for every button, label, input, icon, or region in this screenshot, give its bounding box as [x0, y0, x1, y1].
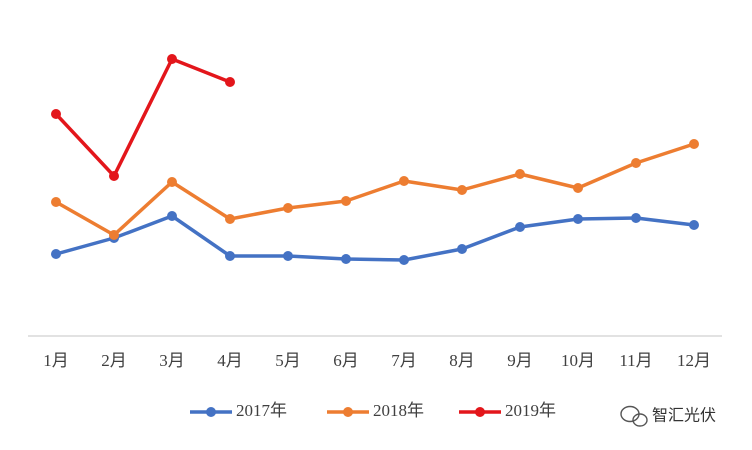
data-point: [515, 169, 525, 179]
legend-label: 2018年: [373, 401, 424, 420]
data-point: [457, 244, 467, 254]
x-tick-label: 12月: [677, 351, 711, 370]
data-point: [109, 230, 119, 240]
legend-marker: [475, 407, 485, 417]
x-tick-label: 5月: [275, 351, 301, 370]
data-point: [225, 251, 235, 261]
data-point: [51, 197, 61, 207]
data-point: [283, 203, 293, 213]
legend-label: 2017年: [236, 401, 287, 420]
data-point: [573, 183, 583, 193]
data-point: [573, 214, 583, 224]
legend-label: 2019年: [505, 401, 556, 420]
watermark-icon: [620, 405, 648, 427]
x-tick-label: 4月: [217, 351, 243, 370]
data-point: [689, 220, 699, 230]
legend-marker: [343, 407, 353, 417]
data-point: [51, 249, 61, 259]
data-point: [225, 214, 235, 224]
data-point: [399, 255, 409, 265]
data-point: [283, 251, 293, 261]
series-line: [54, 57, 231, 178]
data-point: [515, 222, 525, 232]
data-point: [399, 176, 409, 186]
data-point: [167, 177, 177, 187]
series-line: [55, 142, 695, 237]
data-point: [631, 158, 641, 168]
data-point: [167, 211, 177, 221]
data-point: [341, 254, 351, 264]
x-tick-label: 9月: [507, 351, 533, 370]
watermark: 智汇光伏: [652, 406, 716, 425]
x-tick-label: 3月: [159, 351, 185, 370]
x-tick-label: 2月: [101, 351, 127, 370]
data-point: [109, 171, 119, 181]
series-line: [55, 214, 695, 262]
x-tick-label: 1月: [43, 351, 69, 370]
data-point: [341, 196, 351, 206]
data-point: [631, 213, 641, 223]
x-tick-label: 10月: [561, 351, 595, 370]
data-point: [225, 77, 235, 87]
data-point: [167, 54, 177, 64]
data-point: [689, 139, 699, 149]
x-tick-label: 11月: [619, 351, 652, 370]
legend-marker: [206, 407, 216, 417]
x-tick-label: 6月: [333, 351, 359, 370]
x-tick-label: 7月: [391, 351, 417, 370]
data-point: [457, 185, 467, 195]
data-point: [51, 109, 61, 119]
x-tick-label: 8月: [449, 351, 475, 370]
